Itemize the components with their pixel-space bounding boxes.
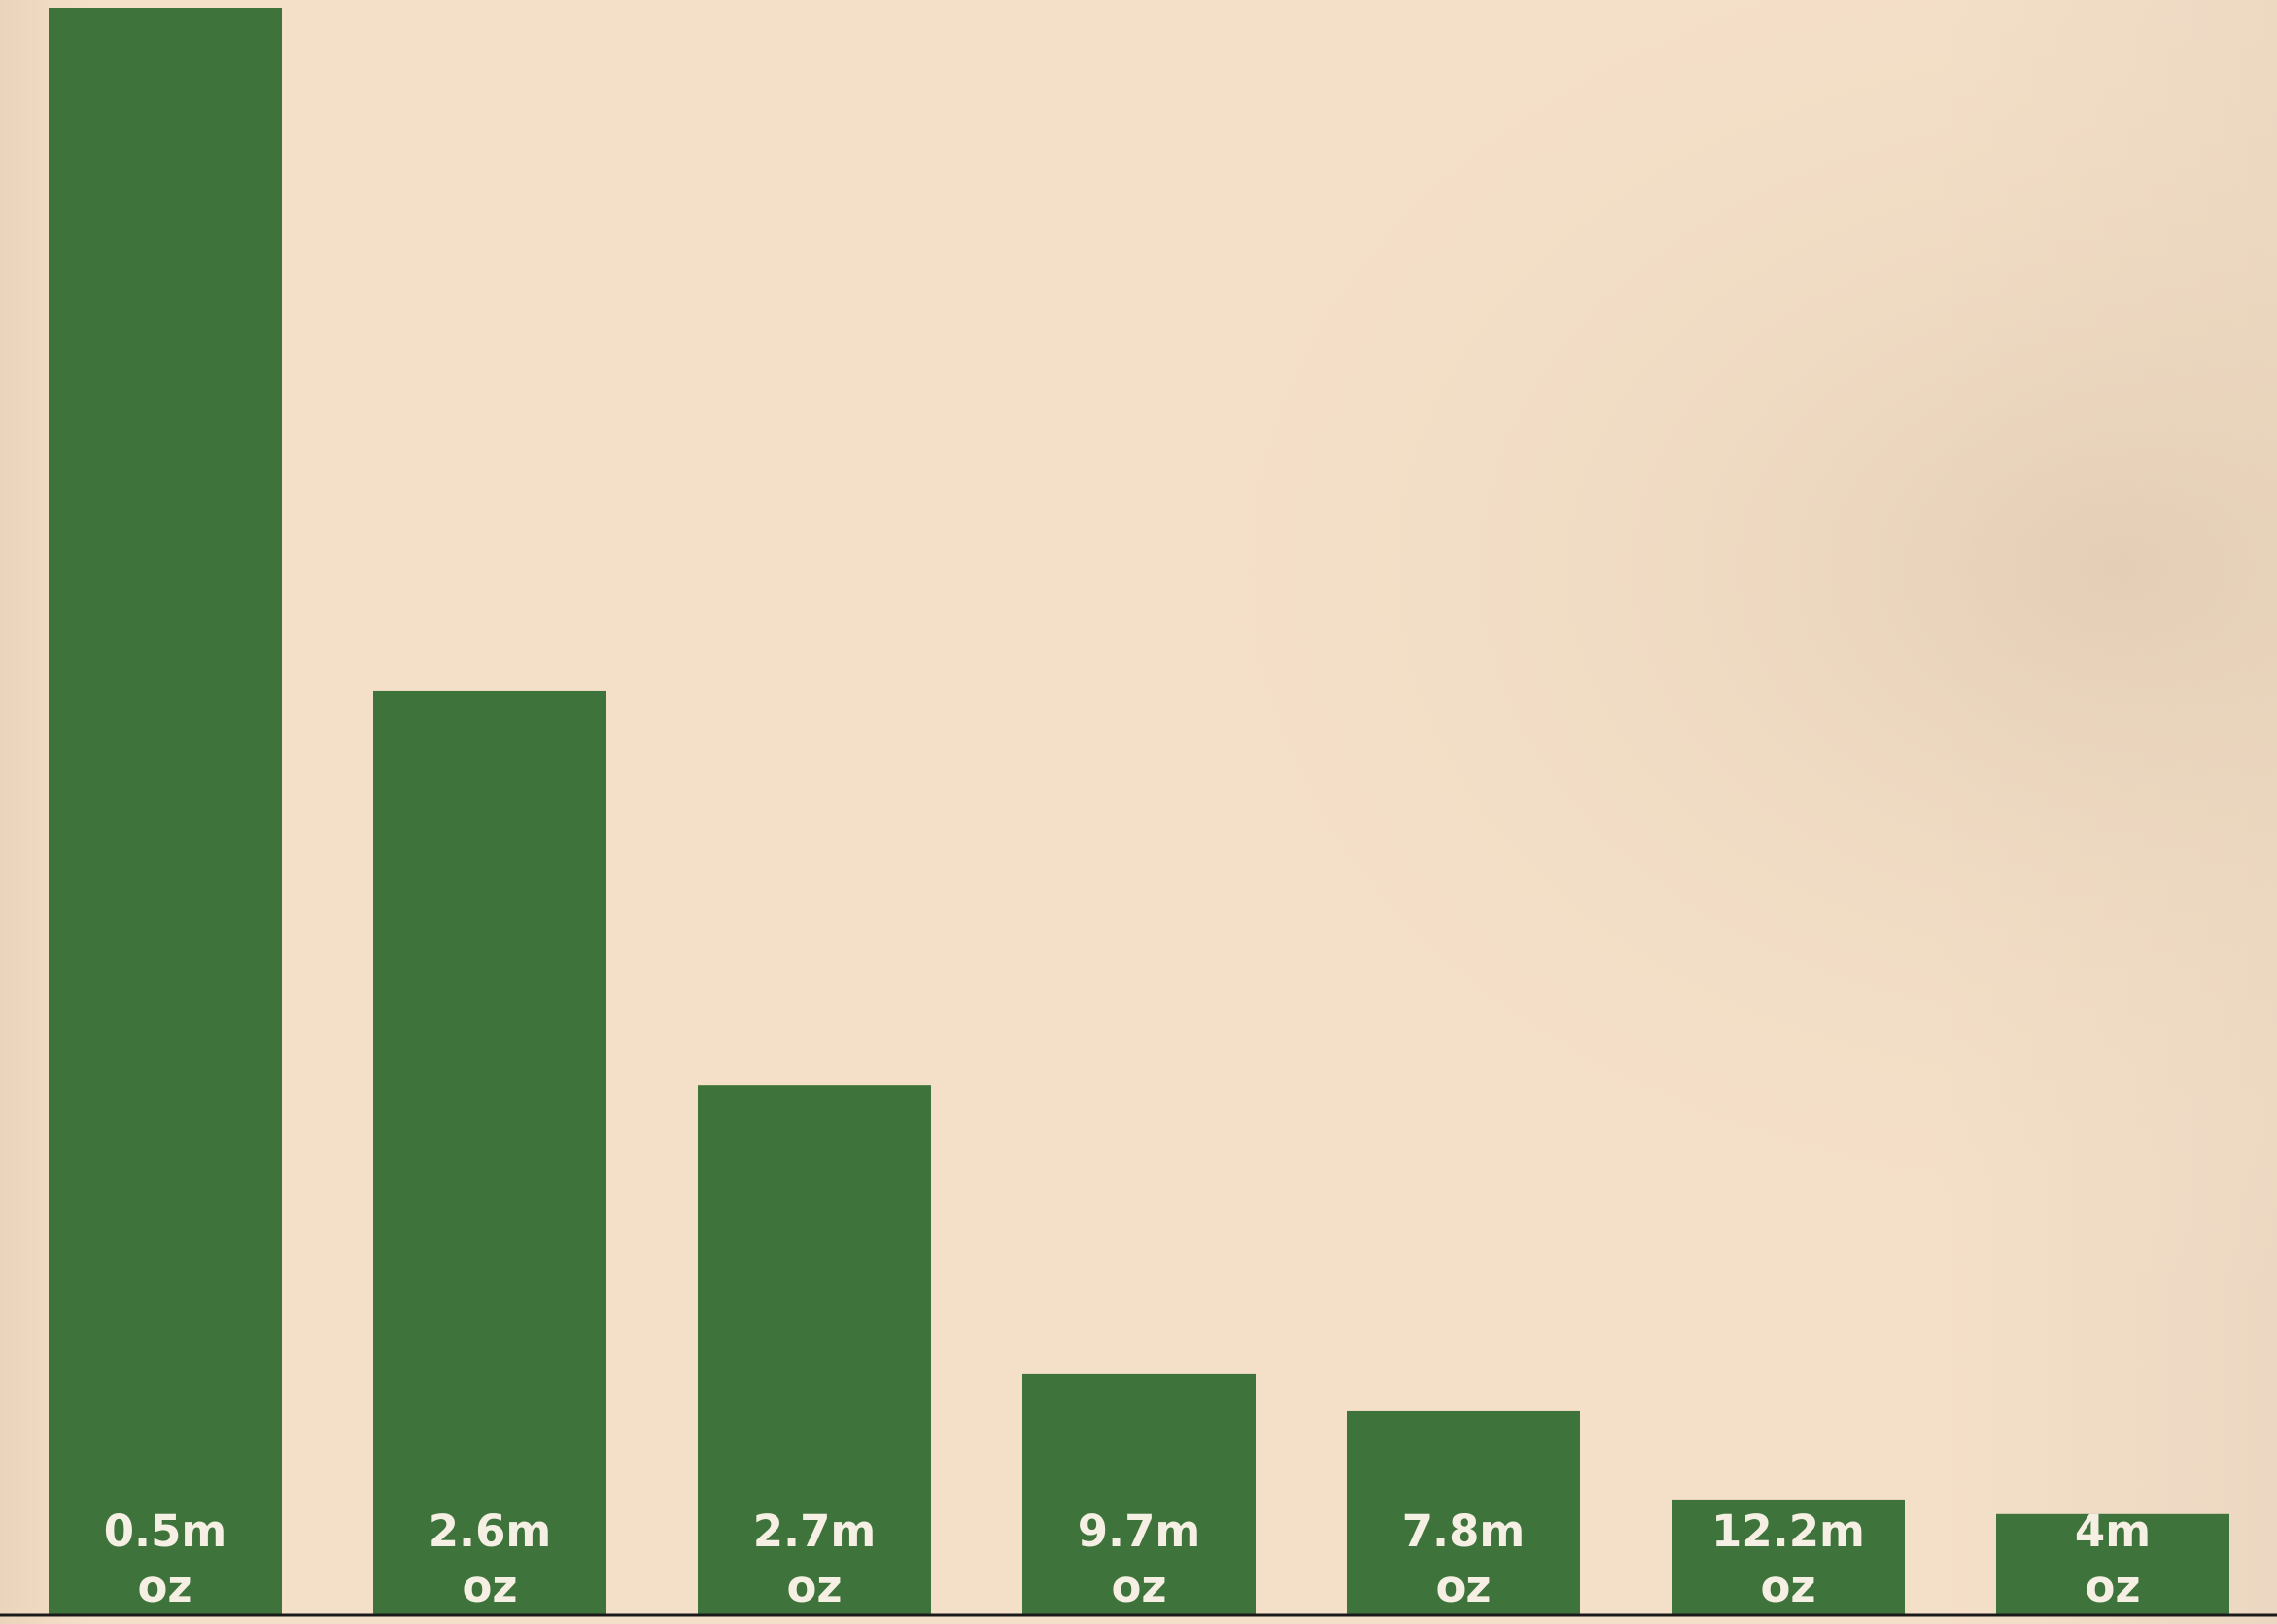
bar-labels-layer: 0.5moz2.6moz2.7moz9.7moz7.8moz12.2moz4mo… [104,1505,2151,1612]
bar-unit-label-1: oz [137,1561,192,1612]
bar-unit-label-6: oz [1760,1561,1815,1612]
bar-5 [1347,1410,1580,1615]
bar-value-label-4: 9.7m [1078,1505,1201,1557]
bar-unit-label-4: oz [1111,1561,1166,1612]
bar-unit-label-5: oz [1435,1561,1491,1612]
bar-value-label-3: 2.7m [753,1505,877,1557]
bar-value-label-2: 2.6m [429,1505,552,1557]
bar-2 [373,690,606,1615]
bar-3 [698,1085,931,1615]
bar-6 [1672,1499,1905,1615]
bar-unit-label-2: oz [462,1561,517,1612]
bar-value-label-6: 12.2m [1711,1505,1865,1557]
bar-unit-label-7: oz [2085,1561,2140,1612]
bar-unit-label-3: oz [786,1561,842,1612]
bar-value-label-5: 7.8m [1402,1505,1526,1557]
bar-value-label-1: 0.5m [104,1505,227,1557]
bar-7 [1996,1513,2229,1615]
bars-layer [49,8,2229,1615]
bar-1 [49,8,282,1615]
bar-4 [1022,1373,1256,1615]
bar-value-label-7: 4m [2075,1505,2151,1557]
